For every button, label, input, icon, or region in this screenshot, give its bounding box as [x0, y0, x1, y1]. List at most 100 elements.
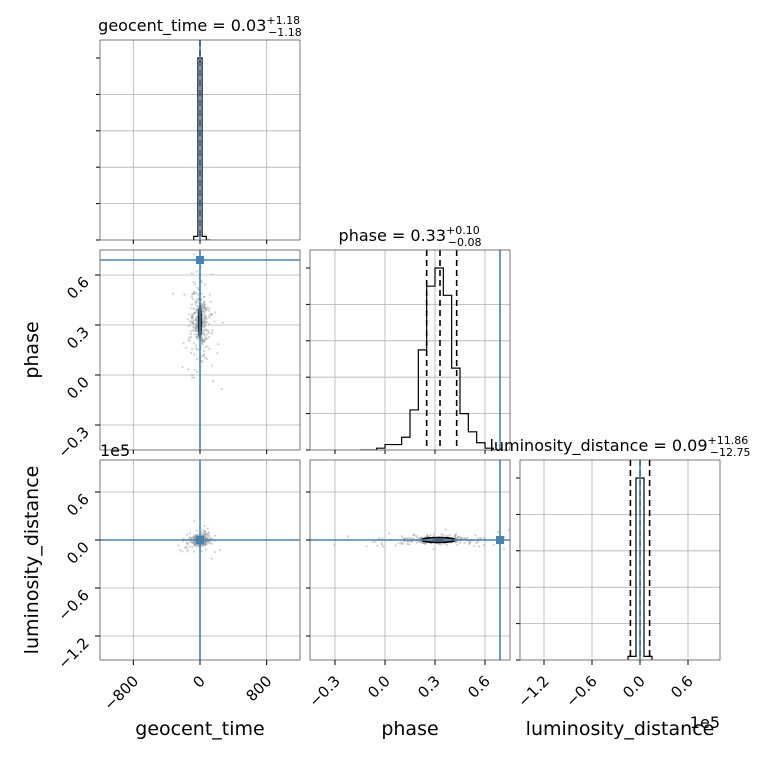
sample-point [202, 321, 205, 324]
sample-point [207, 323, 211, 326]
sample-point [196, 308, 199, 311]
sample-point [463, 536, 466, 540]
sample-point [195, 325, 198, 328]
sample-point [204, 540, 207, 543]
sample-point [195, 461, 197, 463]
sample-point [213, 245, 215, 247]
sample-point [217, 343, 220, 346]
sample-point [196, 308, 199, 311]
sample-point [208, 336, 211, 339]
sample-point [376, 544, 379, 547]
sample-point [201, 342, 204, 345]
sample-point [212, 380, 215, 383]
sample-point [458, 541, 461, 545]
sample-point [204, 532, 207, 536]
sample-point [202, 306, 205, 310]
sample-point [420, 536, 423, 539]
sample-point [402, 537, 405, 540]
sample-point [193, 311, 196, 315]
sample-point [440, 533, 443, 536]
sample-point [190, 541, 193, 544]
sample-point [210, 557, 213, 560]
sample-point [183, 546, 186, 549]
sample-point [189, 320, 192, 324]
sample-point [192, 307, 195, 310]
sample-point [207, 534, 210, 537]
sample-point [466, 536, 469, 539]
sample-point [194, 325, 197, 329]
sample-point [455, 532, 458, 535]
sample-point [181, 550, 184, 553]
sample-point [204, 536, 207, 540]
sample-point [190, 537, 193, 540]
sample-point [204, 530, 207, 533]
sample-point [201, 360, 204, 363]
sample-point [206, 537, 209, 540]
y-axis-label: phase [21, 321, 43, 378]
sample-point [186, 550, 189, 553]
sample-point [195, 310, 198, 313]
sample-point [194, 300, 197, 303]
sample-point [456, 536, 460, 539]
sample-point [531, 545, 533, 547]
sample-point [382, 545, 385, 548]
sample-point [200, 305, 203, 308]
sample-point [204, 316, 207, 319]
sample-point [510, 541, 512, 543]
sample-point [201, 354, 204, 358]
sample-point [456, 537, 459, 540]
sample-point [186, 548, 189, 552]
sample-point [195, 333, 199, 336]
sample-point [475, 541, 478, 545]
sample-point [193, 292, 196, 296]
sample-point [203, 325, 206, 329]
sample-point [193, 520, 196, 523]
sample-point [204, 314, 207, 317]
sample-point [193, 353, 196, 356]
sample-point [203, 537, 207, 540]
sample-point [374, 541, 377, 544]
sample-point [192, 535, 196, 538]
sample-point [192, 290, 195, 293]
sample-point [193, 536, 197, 540]
sample-point [453, 535, 457, 538]
sample-point [192, 542, 195, 545]
sample-point [406, 537, 409, 540]
sample-point [195, 533, 198, 536]
sample-point [191, 347, 194, 350]
sample-point [206, 345, 209, 348]
sample-point [193, 541, 196, 544]
sample-point [459, 536, 463, 539]
sample-point [380, 542, 383, 545]
sample-point [204, 530, 207, 533]
sample-point [193, 291, 196, 294]
sample-point [193, 326, 196, 329]
sample-point [195, 327, 198, 330]
x-tick-label: −0.6 [562, 672, 600, 710]
sample-point [218, 548, 221, 551]
panel-title: luminosity_distance = 0.09+11.86 −12.75 [489, 434, 750, 459]
x-axis-label: luminosity_distance [526, 718, 715, 740]
sample-point [195, 357, 199, 361]
sample-point [194, 329, 198, 333]
sample-point [203, 524, 206, 528]
sample-point [195, 324, 199, 327]
sample-point [423, 542, 426, 545]
sample-point [190, 335, 193, 339]
sample-point [201, 312, 204, 316]
sample-point [206, 306, 209, 309]
y-tick-label: 0.6 [63, 273, 93, 303]
sample-point [184, 346, 188, 349]
sample-point [191, 313, 194, 316]
sample-point [190, 316, 193, 319]
sample-point [201, 331, 204, 335]
sample-point [206, 532, 209, 535]
sample-point [454, 537, 458, 540]
sample-point [171, 292, 175, 295]
sample-point [203, 306, 207, 309]
sample-point [204, 316, 207, 319]
y-axis-label: luminosity_distance [21, 466, 43, 655]
sample-point [195, 325, 198, 328]
x-tick-label: 0.0 [364, 672, 394, 702]
